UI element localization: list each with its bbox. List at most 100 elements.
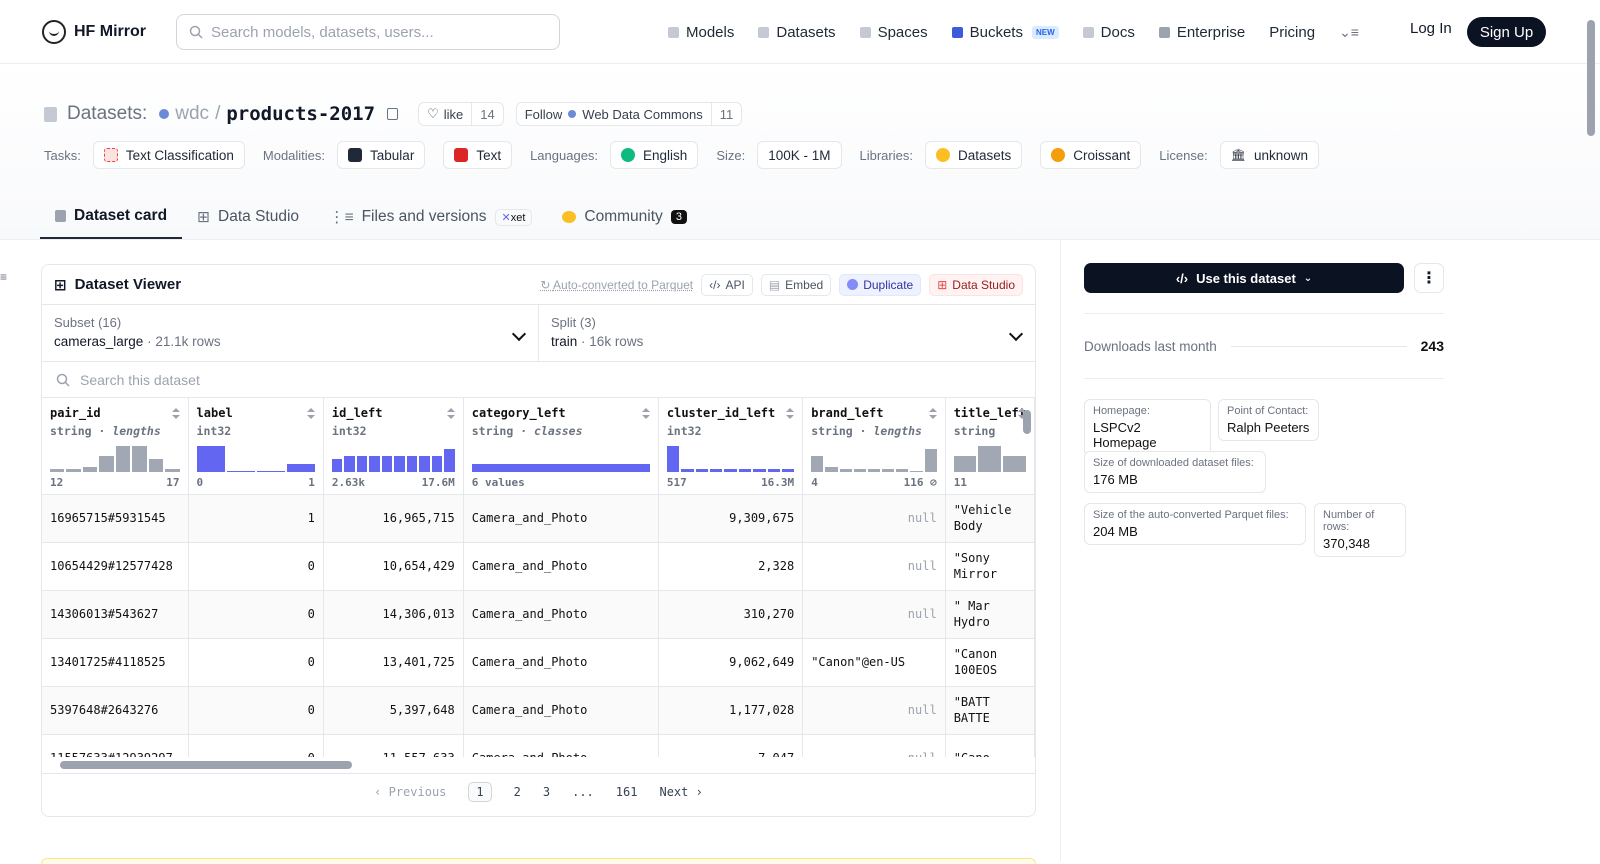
- column-header-label[interactable]: label int32 0 1: [188, 398, 324, 495]
- page-2[interactable]: 2: [513, 784, 521, 799]
- copy-icon[interactable]: [387, 108, 399, 120]
- scroll-thumb[interactable]: [60, 761, 352, 769]
- xet-badge: ✕xet: [494, 208, 533, 226]
- enterprise-icon: [1158, 26, 1170, 38]
- nav-spaces[interactable]: Spaces: [859, 23, 928, 41]
- nav-enterprise[interactable]: Enterprise: [1158, 24, 1245, 41]
- page-1[interactable]: 1: [468, 781, 492, 802]
- table-row[interactable]: 14306013#543627 0 14,306,013 Camera_and_Pho…: [42, 590, 1035, 639]
- embed-button[interactable]: ▤ Embed: [760, 273, 832, 296]
- nav-spaces-label: Spaces: [877, 23, 928, 41]
- table-row[interactable]: 16965715#5931545 1 16,965,715 Camera_and_Ph…: [42, 494, 1035, 543]
- tag-task[interactable]: Text Classification: [92, 141, 245, 169]
- page-last[interactable]: 161: [615, 784, 638, 799]
- homepage-link[interactable]: LSPCv2 Homepage: [1093, 420, 1157, 450]
- search-input[interactable]: Search models, datasets, users...: [176, 14, 560, 50]
- nav-datasets[interactable]: Datasets: [758, 24, 836, 41]
- range-min: 0: [196, 476, 204, 489]
- sort-icon[interactable]: [306, 408, 315, 420]
- subset-select[interactable]: Subset (16) cameras_large · 21.1k rows: [42, 305, 538, 361]
- tag-size[interactable]: 100K - 1M: [757, 141, 842, 169]
- dataset-search-placeholder: Search this dataset: [80, 371, 200, 388]
- contact-card[interactable]: Point of Contact: Ralph Peeters: [1218, 399, 1319, 441]
- dataset-name[interactable]: products-2017: [226, 103, 376, 125]
- histogram-bar: [953, 456, 977, 472]
- follow-button[interactable]: Follow Web Data Commons 11: [515, 102, 743, 126]
- tag-license[interactable]: 🏛 unknown: [1219, 141, 1319, 169]
- cell-label: 0: [188, 542, 324, 591]
- column-header-pair-id[interactable]: pair_id string · lengths 12 17: [42, 398, 189, 495]
- histogram-bar: [419, 456, 430, 472]
- homepage-card[interactable]: Homepage: LSPCv2 Homepage: [1084, 399, 1211, 456]
- sort-icon[interactable]: [1018, 408, 1026, 420]
- sort-icon[interactable]: [641, 408, 650, 420]
- kebab-icon: ⋮: [1421, 270, 1437, 287]
- range-min: 6 values: [471, 476, 525, 489]
- nav-pricing[interactable]: Pricing: [1269, 24, 1315, 41]
- grid-horizontal-scrollbar[interactable]: [42, 757, 1035, 773]
- more-options-button[interactable]: ⋮: [1414, 263, 1444, 293]
- duplicate-button[interactable]: Duplicate: [839, 273, 922, 296]
- histogram-bar: [331, 459, 343, 472]
- tasks-label: Tasks:: [44, 147, 81, 163]
- page-scrollbar[interactable]: [1587, 20, 1595, 136]
- histogram-bar: [356, 456, 368, 472]
- sort-icon[interactable]: [786, 408, 795, 420]
- community-icon: [562, 211, 577, 223]
- nav-buckets[interactable]: Buckets NEW: [951, 24, 1059, 41]
- column-header-brand-left[interactable]: brand_left string · lengths 4 116 ⊘: [802, 398, 946, 495]
- downloads-stat: Downloads last month 243: [1084, 338, 1444, 354]
- column-header-category-left[interactable]: category_left string · classes 6 values: [463, 398, 659, 495]
- tab-community[interactable]: Community 3: [547, 195, 702, 239]
- column-header-title-left[interactable]: title_left string 11: [945, 398, 1035, 495]
- histogram-bar: [681, 469, 694, 472]
- prev-page-button[interactable]: ‹ Previous: [374, 784, 447, 799]
- tag-language[interactable]: English: [610, 141, 699, 169]
- cell-brand: null: [802, 494, 946, 543]
- table-row[interactable]: 5397648#2643276 0 5,397,648 Camera_and_Phot…: [42, 686, 1035, 735]
- histogram-bar: [839, 469, 852, 472]
- languages-label: Languages:: [530, 147, 599, 163]
- histogram-bar: [924, 448, 937, 472]
- brand-logo[interactable]: HF Mirror: [42, 20, 146, 44]
- signup-button[interactable]: Sign Up: [1467, 17, 1546, 47]
- tab-data-studio-label: Data Studio: [218, 208, 300, 225]
- login-link[interactable]: Log In: [1410, 20, 1452, 37]
- page-3[interactable]: 3: [542, 784, 551, 799]
- api-button[interactable]: ‹/› API: [701, 273, 753, 296]
- column-header-cluster-id-left[interactable]: cluster_id_left int32 517 16.3M: [658, 398, 804, 495]
- contact-link[interactable]: Ralph Peeters: [1227, 420, 1310, 435]
- download-size-card: Size of downloaded dataset files: 176 MB: [1084, 451, 1266, 493]
- like-button[interactable]: ♡ like 14: [418, 102, 504, 126]
- nav-docs[interactable]: Docs: [1082, 24, 1135, 41]
- toc-toggle-icon[interactable]: ≡: [0, 270, 8, 284]
- tab-data-studio[interactable]: ⊞ Data Studio: [182, 195, 314, 239]
- title-prefix: Datasets:: [67, 103, 148, 124]
- data-studio-button[interactable]: ⊞ Data Studio: [929, 273, 1023, 296]
- nav-models[interactable]: Models: [668, 24, 734, 41]
- dataset-search-input[interactable]: Search this dataset: [42, 362, 1035, 398]
- converted-link[interactable]: ↻ Auto-converted to Parquet: [540, 277, 694, 292]
- use-dataset-button[interactable]: ‹/› Use this dataset ⌄: [1084, 263, 1404, 293]
- split-select[interactable]: Split (3) train · 16k rows: [538, 305, 1035, 361]
- table-row[interactable]: 13401725#4118525 0 13,401,725 Camera_and_Ph…: [42, 638, 1035, 687]
- sort-icon[interactable]: [928, 408, 937, 420]
- tag-text-label: Text: [476, 147, 502, 163]
- tabular-icon: [348, 148, 363, 162]
- range-max: 116 ⊘: [903, 476, 937, 489]
- sort-icon[interactable]: [446, 408, 455, 420]
- tab-dataset-card[interactable]: Dataset card: [40, 195, 183, 239]
- grid-vertical-scrollbar[interactable]: [1023, 410, 1031, 434]
- tag-text[interactable]: Text: [443, 141, 513, 169]
- nav-more-menu[interactable]: ⌄≡: [1339, 24, 1359, 41]
- dataset-owner[interactable]: wdc: [175, 103, 210, 124]
- tag-datasets-lib[interactable]: Datasets: [924, 141, 1023, 169]
- next-page-button[interactable]: Next ›: [659, 784, 703, 799]
- sort-icon[interactable]: [171, 408, 180, 420]
- tab-files[interactable]: ⋮≡ Files and versions ✕xet: [314, 195, 547, 239]
- column-header-id-left[interactable]: id_left int32 2.63k 17.6M: [323, 398, 464, 495]
- tag-croissant[interactable]: Croissant: [1040, 141, 1142, 169]
- table-row[interactable]: 10654429#12577428 0 10,654,429 Camera_and_P…: [42, 542, 1035, 591]
- tag-tabular[interactable]: Tabular: [337, 141, 426, 169]
- histogram-bar: [394, 456, 405, 472]
